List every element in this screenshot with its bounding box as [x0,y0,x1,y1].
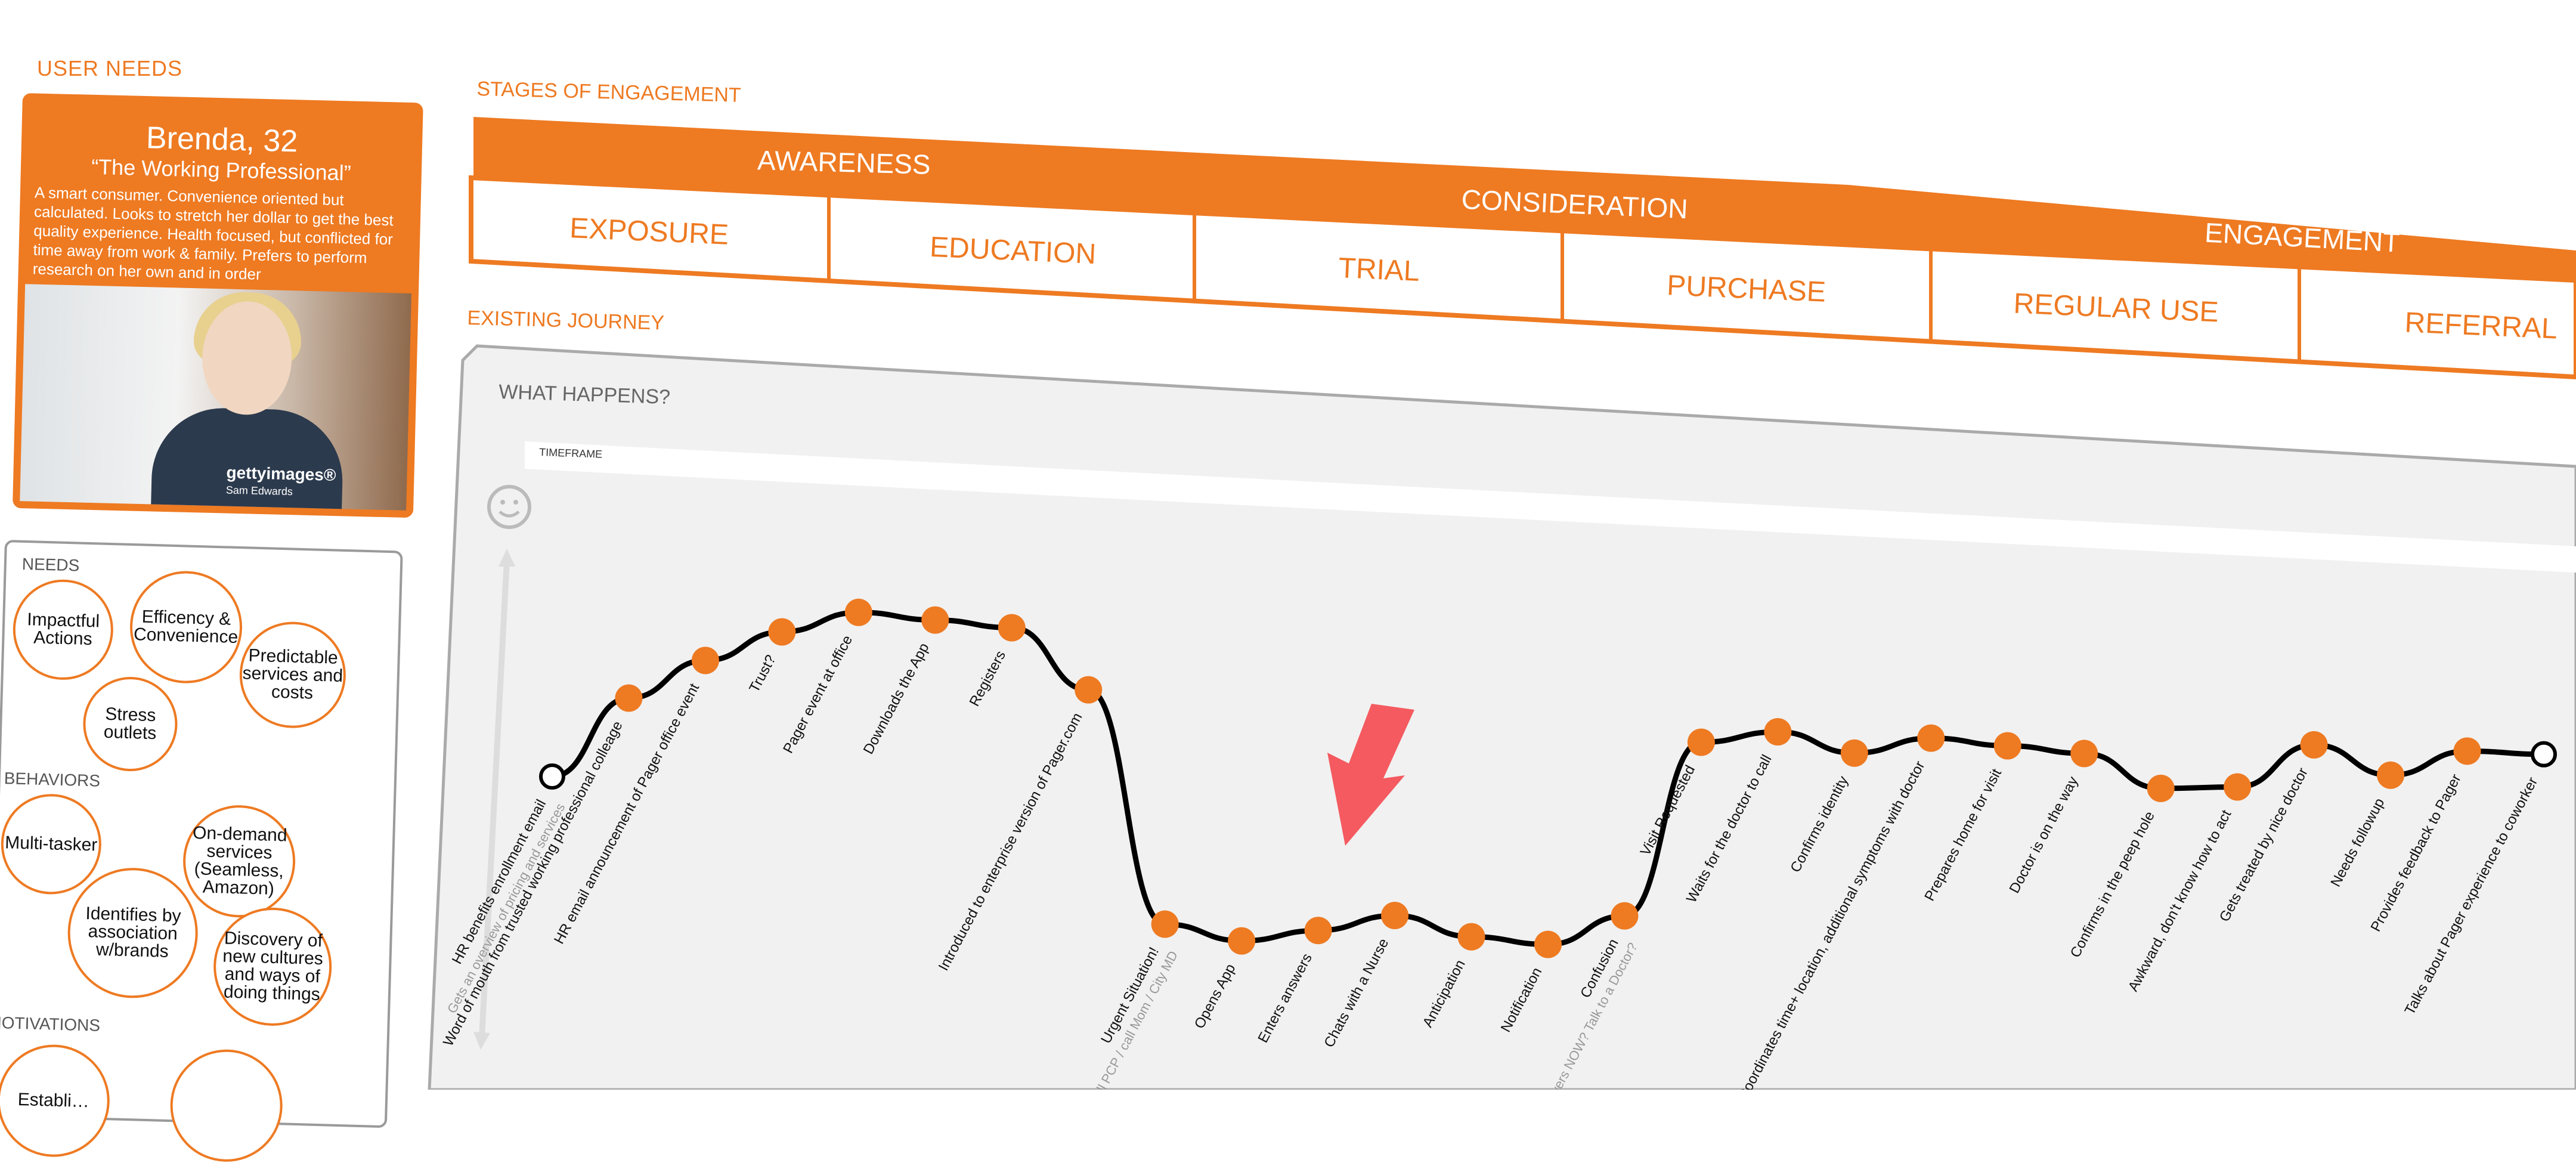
stage-referral: REFERRAL [2404,307,2558,345]
what-happens-label: WHAT HAPPENS? [499,381,671,409]
emotion-axis [473,549,515,1050]
journey-point [1075,676,1103,704]
journey-point [2070,740,2098,768]
stage-row [469,175,2576,380]
journey-point [1993,732,2021,760]
smiley-icon [487,485,531,529]
journey-point [921,606,949,634]
journey-point [1381,901,1409,929]
stage-group-awareness: AWARENESS [757,144,931,180]
journey-point [844,598,872,626]
journey-point [1228,927,1256,955]
journey-point [691,647,719,675]
journey-point [1611,902,1639,930]
stage-purchase: PURCHASE [1666,270,1826,308]
journey-point [2531,741,2557,768]
journey-point [539,763,565,790]
journey-point [615,684,643,712]
journey-point [2224,773,2252,801]
stage-exposure: EXPOSURE [569,212,729,251]
journey-map: WHAT HAPPENS? TIMEFRAME HR benefits enro… [428,344,2576,1090]
down-left-arrow-icon [1327,704,1414,846]
journey-point [1151,910,1179,938]
user-needs-label: USER NEEDS [37,56,183,81]
journey-point [1840,739,1868,767]
journey-point [1304,917,1332,945]
journey-point [1534,930,1562,958]
timeframe-label: TIMEFRAME [539,446,603,460]
journey-point [1687,728,1715,756]
journey-point [1764,718,1792,746]
journey-point [2300,731,2328,759]
journey-line [552,610,2544,948]
journey-point [1457,923,1485,951]
journey-point [2377,761,2405,789]
stage-header: AWARENESS CONSIDERATION ENGAGEMENT EXPOS… [469,117,2576,380]
timeframe-row [525,441,2576,573]
stage-trial: TRIAL [1338,252,1420,287]
stage-education: EDUCATION [929,231,1097,270]
journey-point [998,614,1026,642]
journey-point [768,618,796,646]
journey-point [2147,774,2175,802]
journey-point [1917,724,1945,752]
stage-group-band [473,117,2576,279]
journey-point [2453,737,2481,765]
